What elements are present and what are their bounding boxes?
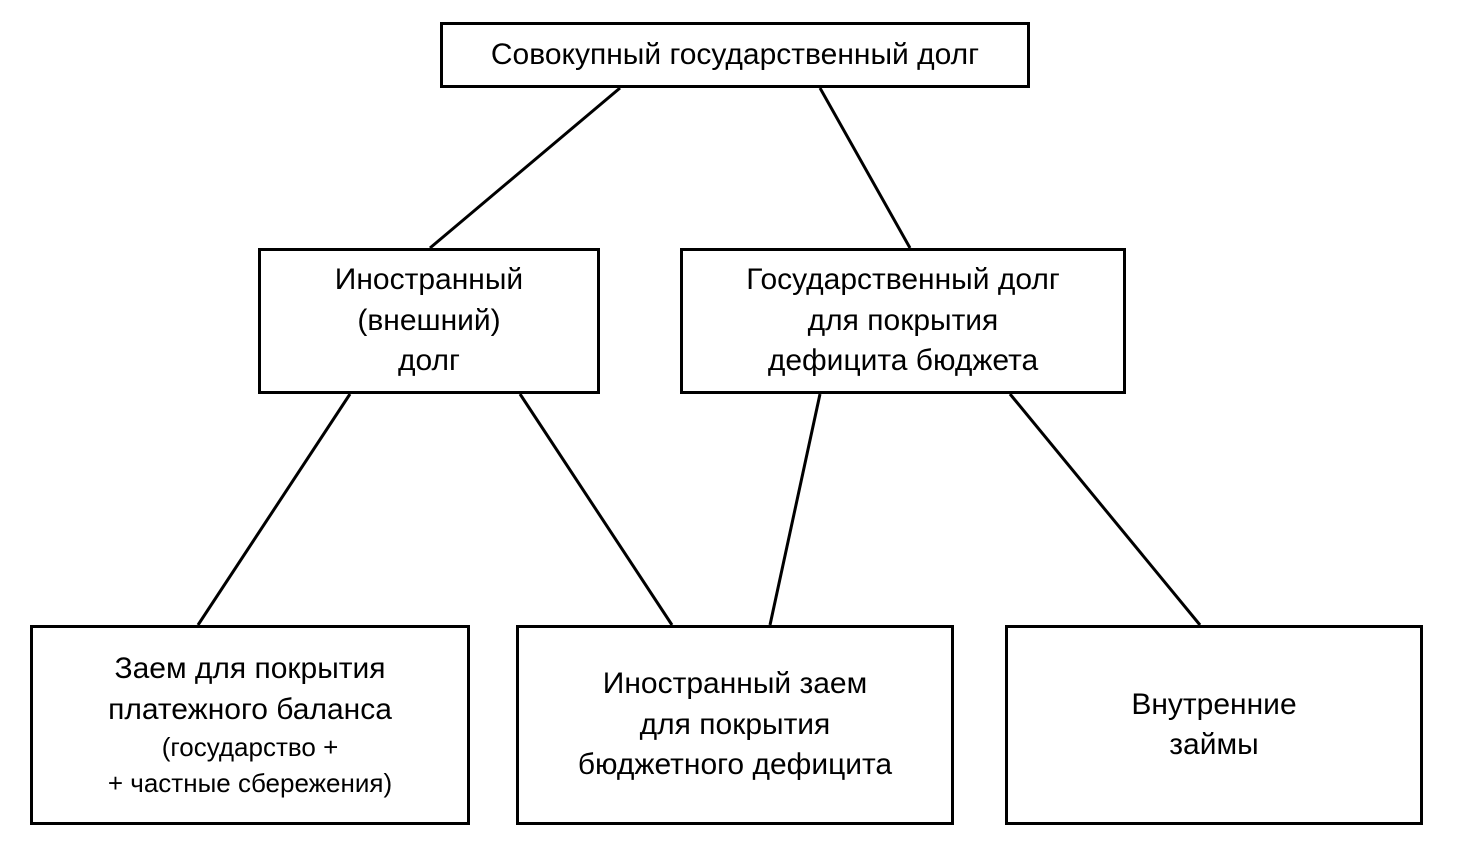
node-root: Совокупный государственный долг — [440, 22, 1030, 88]
node-loan-foreign-deficit-label: Иностранный заем для покрытия бюджетного… — [578, 664, 892, 786]
node-domestic-label: Внутренние займы — [1131, 685, 1296, 766]
node-loan-foreign-deficit: Иностранный заем для покрытия бюджетного… — [516, 625, 954, 825]
node-govdebt: Государственный долг для покрытия дефици… — [680, 248, 1126, 394]
node-foreign-label: Иностранный (внешний) долг — [335, 260, 523, 382]
node-loan-bop-label: Заем для покрытия платежного баланса (го… — [108, 649, 392, 800]
node-loan-bop-label-main: Заем для покрытия платежного баланса — [108, 649, 392, 730]
node-loan-bop-label-sub: (государство + + частные сбережения) — [108, 730, 392, 800]
node-foreign: Иностранный (внешний) долг — [258, 248, 600, 394]
node-govdebt-label: Государственный долг для покрытия дефици… — [746, 260, 1060, 382]
node-domestic: Внутренние займы — [1005, 625, 1423, 825]
node-root-label: Совокупный государственный долг — [491, 35, 979, 76]
node-loan-bop: Заем для покрытия платежного баланса (го… — [30, 625, 470, 825]
